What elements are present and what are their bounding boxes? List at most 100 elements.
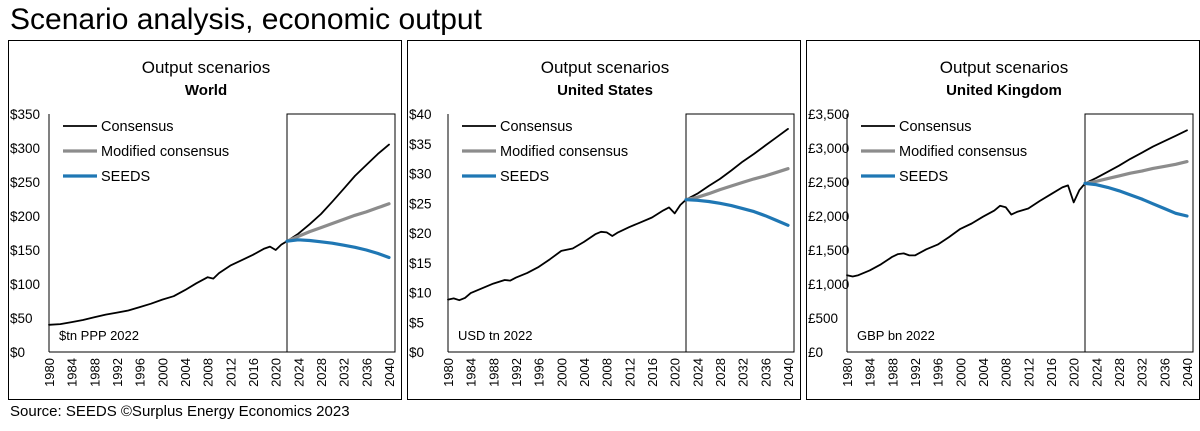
chart-subtitle: World	[185, 82, 227, 99]
x-tick-label: 2016	[645, 358, 660, 387]
y-tick-label: £1,500	[808, 243, 849, 258]
series-line-consensus	[447, 128, 789, 302]
x-tick-label: 2028	[713, 358, 728, 387]
x-tick-label: 1996	[532, 358, 547, 387]
x-tick-label: 2000	[554, 358, 569, 387]
y-tick-label: £0	[808, 345, 823, 360]
x-tick-label: 1992	[908, 358, 923, 387]
x-tick-label: 1980	[42, 358, 57, 387]
x-tick-label: 2036	[359, 358, 374, 387]
x-tick-label: 2020	[269, 358, 284, 387]
series-line-seeds	[684, 198, 790, 227]
series-line-modified-consensus	[285, 202, 391, 243]
x-tick-label: 1980	[441, 358, 456, 387]
source-note: Source: SEEDS ©Surplus Energy Economics …	[10, 403, 350, 420]
series-line-modified-consensus	[684, 167, 790, 202]
y-tick-label: $50	[10, 311, 33, 326]
x-tick-label: 2040	[382, 358, 397, 387]
x-tick-label: 2000	[155, 358, 170, 387]
x-tick-label: 1992	[509, 358, 524, 387]
series-line-consensus	[48, 143, 390, 326]
x-tick-label: 2016	[246, 358, 261, 387]
legend-label-consensus: Consensus	[500, 119, 573, 135]
x-tick-label: 2024	[291, 358, 306, 387]
x-tick-label: 1988	[87, 358, 102, 387]
x-tick-label: 2008	[600, 358, 615, 387]
x-tick-label: 1992	[110, 358, 125, 387]
legend-label-seeds: SEEDS	[899, 169, 948, 185]
chart-panel-united-states: Output scenarios United States $0 $5 $10 $15 $…	[407, 40, 801, 400]
chart-title: Output scenarios	[940, 58, 1069, 77]
x-tick-label: 2020	[1067, 358, 1082, 387]
series-line-modified-consensus	[1083, 160, 1189, 185]
chart-title: Output scenarios	[541, 58, 670, 77]
y-tick-label: $0	[409, 345, 424, 360]
x-tick-label: 2016	[1044, 358, 1059, 387]
x-tick-label: 2028	[314, 358, 329, 387]
x-tick-label: 2020	[668, 358, 683, 387]
legend-label-seeds: SEEDS	[101, 169, 150, 185]
y-tick-label: $0	[10, 345, 25, 360]
x-tick-label: 2004	[178, 358, 193, 387]
chart-united-states: Output scenarios United States $0 $5 $10 $15 $…	[409, 58, 796, 387]
y-tick-label: £1,000	[808, 277, 849, 292]
y-tick-label: £2,500	[808, 175, 849, 190]
x-tick-label: 2028	[1112, 358, 1127, 387]
chart-panel-united-kingdom: Output scenarios United Kingdom £0 £500 £1,0…	[806, 40, 1200, 400]
chart-subtitle: United Kingdom	[946, 82, 1062, 99]
x-tick-label: 2012	[622, 358, 637, 387]
x-tick-label: 2032	[337, 358, 352, 387]
y-tick-label: $300	[10, 141, 40, 156]
projection-box	[286, 113, 396, 353]
y-tick-label: $200	[10, 209, 40, 224]
series-line-seeds	[1083, 181, 1189, 218]
x-tick-label: 2036	[758, 358, 773, 387]
x-tick-label: 1984	[464, 358, 479, 387]
x-tick-label: 2012	[1021, 358, 1036, 387]
x-tick-label: 1988	[486, 358, 501, 387]
chart-panel-world: Output scenarios World $0 $50 $100 $150 $200 $2…	[8, 40, 402, 400]
x-tick-label: 2032	[736, 358, 751, 387]
x-tick-label: 2004	[577, 358, 592, 387]
y-tick-label: $250	[10, 175, 40, 190]
y-tick-label: $40	[409, 107, 432, 122]
y-tick-label: £3,000	[808, 141, 849, 156]
x-tick-label: 1984	[65, 358, 80, 387]
y-tick-label: $100	[10, 277, 40, 292]
x-tick-label: 2040	[781, 358, 796, 387]
y-tick-label: £2,000	[808, 209, 849, 224]
legend-label-consensus: Consensus	[101, 119, 174, 135]
unit-note: USD tn 2022	[458, 328, 532, 343]
x-tick-label: 2004	[976, 358, 991, 387]
chart-united-kingdom: Output scenarios United Kingdom £0 £500 £1,0…	[808, 58, 1195, 387]
series-line-consensus	[846, 129, 1188, 278]
x-tick-label: 1980	[840, 358, 855, 387]
chart-title: Output scenarios	[142, 58, 271, 77]
legend-label-consensus: Consensus	[899, 119, 972, 135]
series-line-seeds	[285, 238, 391, 260]
x-tick-label: 1996	[931, 358, 946, 387]
page-title: Scenario analysis, economic output	[10, 3, 482, 36]
y-tick-label: $150	[10, 243, 40, 258]
legend-label-modified-consensus: Modified consensus	[500, 144, 628, 160]
legend-label-modified-consensus: Modified consensus	[101, 144, 229, 160]
x-tick-label: 2000	[953, 358, 968, 387]
y-tick-label: £3,500	[808, 107, 849, 122]
x-tick-label: 2032	[1135, 358, 1150, 387]
chart-world: Output scenarios World $0 $50 $100 $150 $200 $2…	[10, 58, 397, 387]
chart-subtitle: United States	[557, 82, 653, 99]
x-tick-label: 2024	[690, 358, 705, 387]
y-tick-label: $25	[409, 196, 432, 211]
x-tick-label: 1984	[863, 358, 878, 387]
y-tick-label: $10	[409, 286, 432, 301]
legend-label-seeds: SEEDS	[500, 169, 549, 185]
x-tick-label: 2040	[1180, 358, 1195, 387]
unit-note: GBP bn 2022	[857, 328, 935, 343]
x-tick-label: 2008	[999, 358, 1014, 387]
x-tick-label: 1988	[885, 358, 900, 387]
projection-box	[685, 113, 795, 353]
y-tick-label: $20	[409, 226, 432, 241]
x-tick-label: 2036	[1157, 358, 1172, 387]
projection-box	[1084, 113, 1194, 353]
y-tick-label: $5	[409, 315, 424, 330]
